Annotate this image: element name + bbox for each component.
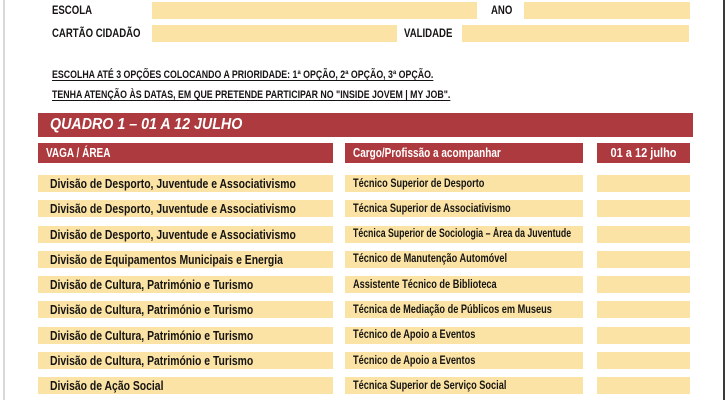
area-cell: Divisão de Desporto, Juventude e Associa… — [38, 175, 333, 192]
option-priority-cell[interactable] — [597, 200, 690, 218]
instructions-line-1: ESCOLHA ATÉ 3 OPÇÕES COLOCANDO A PRIORID… — [52, 69, 434, 81]
ano-label: ANO — [491, 3, 513, 17]
ano-field[interactable] — [524, 2, 690, 19]
area-cell: Divisão de Cultura, Património e Turismo — [38, 301, 333, 319]
option-priority-cell[interactable] — [597, 175, 690, 192]
cargo-cell: Técnica de Mediação de Públicos em Museu… — [345, 301, 583, 319]
cargo-cell: Técnica Superior de Associativismo — [345, 200, 583, 218]
option-priority-cell[interactable] — [597, 276, 690, 294]
area-cell: Divisão de Ação Social — [38, 377, 333, 395]
option-priority-cell[interactable] — [597, 326, 690, 344]
column-header-cargo-profissao: Cargo/Profissão a acompanhar — [345, 143, 583, 163]
area-cell: Divisão de Cultura, Património e Turismo — [38, 276, 333, 294]
cargo-cell: Técnico de Manutenção Automóvel — [345, 250, 583, 268]
page-right-edge-line — [723, 0, 725, 400]
area-cell: Divisão de Desporto, Juventude e Associa… — [38, 225, 333, 243]
validade-label: VALIDADE — [404, 26, 453, 40]
cargo-cell: Técnico Superior de Desporto — [345, 175, 583, 192]
quadro-1-title-band: QUADRO 1 – 01 A 12 JULHO — [38, 113, 693, 137]
option-priority-cell[interactable] — [597, 352, 690, 370]
escola-field[interactable] — [152, 2, 477, 19]
cargo-cell: Assistente Técnico de Biblioteca — [345, 276, 583, 294]
cargo-cell: Técnica Superior de Serviço Social — [345, 377, 583, 395]
instructions-block: ESCOLHA ATÉ 3 OPÇÕES COLOCANDO A PRIORID… — [52, 65, 550, 105]
column-header-dates: 01 a 12 julho — [597, 143, 690, 163]
table-row: Divisão de Ação Social Técnica Superior … — [38, 377, 690, 395]
vacancy-table: Divisão de Desporto, Juventude e Associa… — [38, 175, 690, 395]
table-row: Divisão de Cultura, Património e Turismo… — [38, 276, 690, 294]
cartao-cidadao-label: CARTÃO CIDADÃO — [52, 26, 141, 40]
option-priority-cell[interactable] — [597, 225, 690, 243]
option-priority-cell[interactable] — [597, 301, 690, 319]
cargo-cell: Técnica Superior de Sociologia – Área da… — [345, 225, 583, 243]
cargo-cell: Técnico de Apoio a Eventos — [345, 352, 583, 370]
table-row: Divisão de Equipamentos Municipais e Ene… — [38, 250, 690, 268]
area-cell: Divisão de Desporto, Juventude e Associa… — [38, 200, 333, 218]
area-cell: Divisão de Cultura, Património e Turismo — [38, 352, 333, 370]
instructions-line-2: TENHA ATENÇÃO ÀS DATAS, EM QUE PRETENDE … — [52, 89, 451, 101]
option-priority-cell[interactable] — [597, 377, 690, 395]
area-cell: Divisão de Cultura, Património e Turismo — [38, 326, 333, 344]
cartao-cidadao-field[interactable] — [152, 25, 397, 42]
table-row: Divisão de Cultura, Património e Turismo… — [38, 352, 690, 370]
table-row: Divisão de Desporto, Juventude e Associa… — [38, 225, 690, 243]
escola-label: ESCOLA — [52, 3, 93, 17]
page-left-edge-line — [3, 0, 5, 400]
table-row: Divisão de Desporto, Juventude e Associa… — [38, 175, 690, 192]
table-row: Divisão de Desporto, Juventude e Associa… — [38, 200, 690, 218]
column-header-vaga-area: VAGA / ÁREA — [38, 143, 333, 163]
option-priority-cell[interactable] — [597, 250, 690, 268]
validade-field[interactable] — [462, 25, 689, 42]
area-cell: Divisão de Equipamentos Municipais e Ene… — [38, 250, 333, 268]
table-row: Divisão de Cultura, Património e Turismo… — [38, 301, 690, 319]
table-row: Divisão de Cultura, Património e Turismo… — [38, 326, 690, 344]
cargo-cell: Técnico de Apoio a Eventos — [345, 326, 583, 344]
